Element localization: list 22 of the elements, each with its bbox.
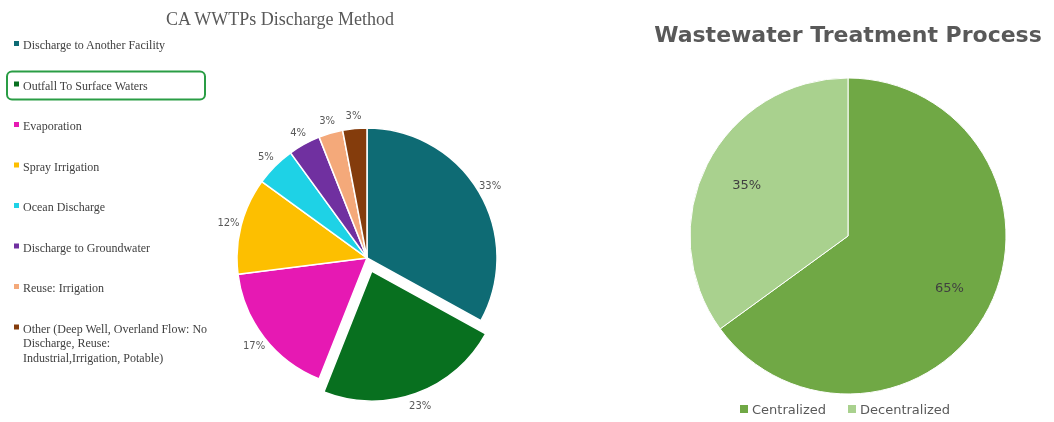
data-label: 5% [257,151,274,163]
data-label: 65% [934,280,964,296]
data-label: 3% [345,110,362,122]
chart-title: Wastewater Treatment Process [654,22,1042,47]
data-label: 3% [319,115,336,127]
legend-label: Centralized [752,401,827,417]
data-label: 12% [217,216,240,228]
legend-label: Discharge to Another Facility [23,38,166,53]
data-label: 23% [409,400,432,412]
data-label: 33% [478,179,502,191]
data-label: 35% [732,176,762,192]
legend-label: Spray Irrigation [23,159,100,174]
data-label: 4% [290,127,307,139]
legend-label: Outfall To Surface Waters [23,78,149,93]
data-label: 17% [242,340,266,352]
legend-label: Evaporation [23,119,82,134]
legend-label: Discharge to Groundwater [23,240,151,255]
chart-title: CA WWTPs Discharge Method [166,9,394,29]
legend-label: Other (Deep Well, Overland Flow: No Discharge, Reuse: Industrial,Irrigation, Potable) [23,321,208,365]
legend-label: Reuse: Irrigation [23,281,104,296]
legend-label: Decentralized [860,401,951,417]
legend-label: Ocean Discharge [23,200,106,215]
